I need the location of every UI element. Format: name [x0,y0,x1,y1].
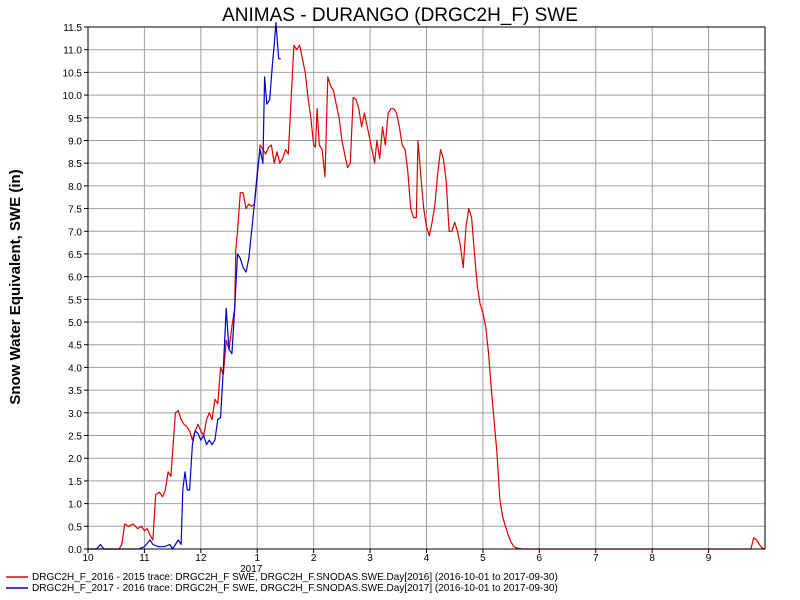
series-line-2 [88,21,281,550]
y-tick-label: 1.5 [68,477,82,488]
y-tick-label: 0.0 [68,545,82,556]
y-tick-label: 7.0 [68,227,82,238]
x-tick-labels: 10 11 12 1 2 3 4 5 6 7 8 9 [82,549,712,564]
legend: DRGC2H_F_2016 - 2015 trace: DRGC2H_F SWE… [6,572,558,594]
y-tick-label: 6.0 [68,273,82,284]
x-tick-label: 4 [424,553,430,564]
x-tick-label: 6 [537,553,543,564]
x-tick-label: 1 [254,553,260,564]
y-tick-label: 11.0 [63,46,82,57]
series-line-1 [88,44,766,550]
y-tick-label: 5.0 [68,318,82,329]
x-tick-label: 10 [82,553,94,564]
x-tick-label: 12 [195,553,207,564]
legend-label-2: DRGC2H_F_2017 - 2016 trace: DRGC2H_F SWE… [32,583,558,594]
x-tick-label: 2 [311,553,317,564]
y-tick-label: 0.5 [68,522,82,533]
y-tick-label: 2.5 [68,432,82,443]
y-tick-label: 3.0 [68,409,82,420]
x-tick-label: 3 [367,553,373,564]
x-tick-label: 7 [593,553,599,564]
x-tick-label: 11 [139,553,150,564]
x-year-label: 2017 [240,564,263,575]
y-tick-label: 7.5 [68,205,82,216]
y-tick-label: 2.0 [68,454,82,465]
y-tick-label: 4.5 [68,341,82,352]
legend-label-1: DRGC2H_F_2016 - 2015 trace: DRGC2H_F SWE… [32,572,558,583]
y-tick-label: 6.5 [68,250,82,261]
y-tick-label: 5.5 [68,295,82,306]
x-tick-label: 8 [649,553,655,564]
grid-lines [87,26,765,550]
y-tick-label: 9.0 [68,136,82,147]
y-tick-label: 3.5 [68,386,82,397]
y-tick-label: 8.0 [68,182,82,193]
y-tick-label: 1.0 [68,500,82,511]
y-tick-labels: 0.0 0.5 1.0 1.5 2.0 2.5 3.0 3.5 4.0 4.5 5.0 5.5 6.0 6… [63,23,88,556]
y-tick-label: 4.0 [68,363,82,374]
y-tick-label: 8.5 [68,159,82,170]
y-tick-label: 10.0 [63,91,83,102]
y-tick-label: 10.5 [63,68,83,79]
y-axis-label: Snow Water Equivalent, SWE (in) [7,169,24,404]
x-tick-label: 9 [706,553,712,564]
x-tick-label: 5 [480,553,486,564]
y-tick-label: 9.5 [68,114,82,125]
series-lines [88,21,766,550]
y-tick-label: 11.5 [63,23,82,34]
chart-title: ANIMAS - DURANGO (DRGC2H_F) SWE [222,5,578,26]
